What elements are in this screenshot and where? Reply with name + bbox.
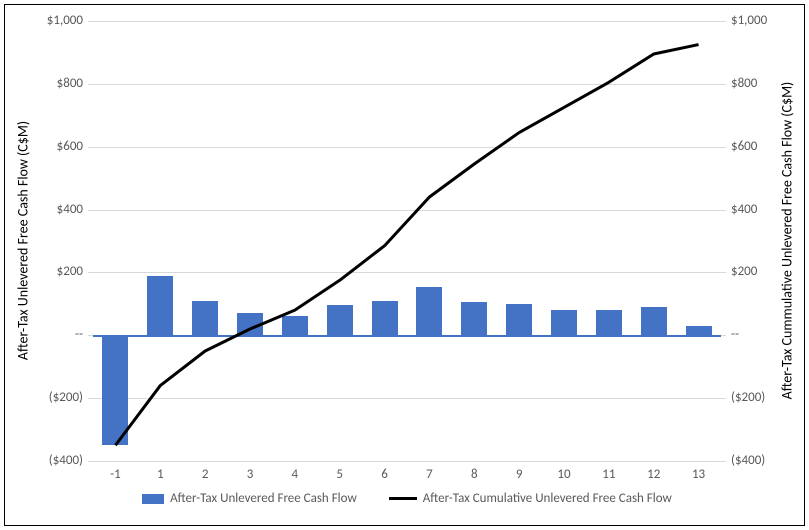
x-tick-label: 1 — [157, 467, 164, 482]
y-tick-label-right: $1,000 — [731, 13, 767, 28]
cumulative-line — [93, 21, 721, 461]
y-tick-label-right: $200 — [731, 264, 757, 279]
y-tick-label-right: -- — [731, 327, 739, 342]
y-axis-title-right: After-Tax Cummulative Unlevered Free Cas… — [779, 61, 796, 421]
y-tick-label-left: $400 — [5, 202, 83, 217]
legend-label-line: After-Tax Cumulative Unlevered Free Cash… — [423, 491, 672, 506]
x-tick-label: 12 — [647, 467, 660, 482]
y-axis-title-left: After-Tax Unlevered Free Cash Flow (C$M) — [15, 91, 32, 391]
x-tick-label: 11 — [602, 467, 615, 482]
legend-swatch-bar — [142, 494, 164, 504]
y-tick-label-left: $800 — [5, 76, 83, 91]
y-tick-label-left: $600 — [5, 139, 83, 154]
x-tick-label: 4 — [292, 467, 299, 482]
y-tick-label-right: $600 — [731, 139, 757, 154]
y-tick-label-left: -- — [5, 327, 83, 342]
legend-item-line: After-Tax Cumulative Unlevered Free Cash… — [389, 491, 672, 506]
x-tick-label: 10 — [557, 467, 570, 482]
y-tick-label-left: ($200) — [5, 390, 83, 405]
legend: After-Tax Unlevered Free Cash Flow After… — [93, 491, 721, 506]
x-tick-label: 2 — [202, 467, 209, 482]
y-tick-label-right: $400 — [731, 202, 757, 217]
y-tick-label-right: ($200) — [731, 390, 765, 405]
x-tick-label: 8 — [471, 467, 478, 482]
y-tick-label-left: $1,000 — [5, 13, 83, 28]
legend-item-bar: After-Tax Unlevered Free Cash Flow — [142, 491, 357, 506]
y-tick-label-left: $200 — [5, 264, 83, 279]
x-tick-label: 7 — [426, 467, 433, 482]
x-tick-label: 3 — [247, 467, 254, 482]
x-tick-label: 13 — [692, 467, 705, 482]
gridline — [93, 461, 721, 462]
x-tick-label: 6 — [381, 467, 388, 482]
x-tick-label: 9 — [516, 467, 523, 482]
y-tick-label-right: $800 — [731, 76, 757, 91]
x-tick-label: 5 — [336, 467, 343, 482]
legend-label-bar: After-Tax Unlevered Free Cash Flow — [170, 491, 357, 506]
plot-area — [93, 21, 721, 461]
y-tick-label-left: ($400) — [5, 453, 83, 468]
x-tick-label: -1 — [110, 467, 121, 482]
y-tick-label-right: ($400) — [731, 453, 765, 468]
legend-swatch-line — [389, 497, 417, 500]
chart-container: After-Tax Unlevered Free Cash Flow (C$M)… — [0, 0, 809, 530]
chart-border: After-Tax Unlevered Free Cash Flow (C$M)… — [4, 4, 805, 526]
